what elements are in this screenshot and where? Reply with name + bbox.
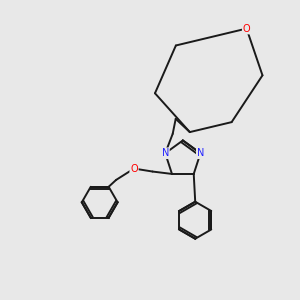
- Text: O: O: [243, 24, 250, 34]
- Text: N: N: [162, 148, 169, 158]
- Text: N: N: [197, 148, 204, 158]
- Text: O: O: [130, 164, 138, 174]
